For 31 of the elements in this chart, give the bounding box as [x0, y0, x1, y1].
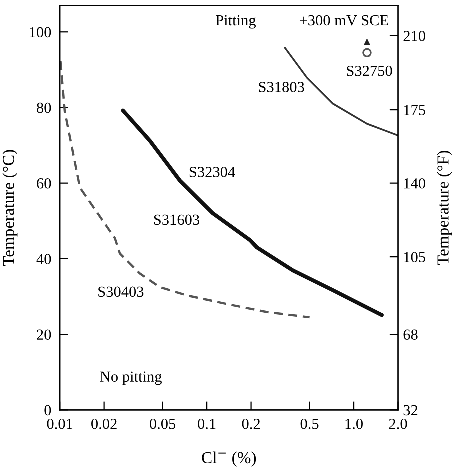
annotation: No pitting [100, 372, 162, 386]
y2-tick-label: 32 [404, 405, 418, 416]
y2-tick-label: 210 [404, 31, 426, 42]
y-tick-label: 40 [36, 254, 52, 264]
y2-tick-label: 175 [404, 105, 426, 116]
x-axis-title: Cl$^{−}$ (%) [202, 452, 256, 467]
y-tick-label: 20 [37, 330, 52, 340]
y-tick-label: 60 [37, 178, 52, 189]
y-tick-label: 100 [30, 27, 52, 38]
x-tick-label: 2.0 [389, 418, 408, 430]
x-tick-label: 0.2 [242, 418, 260, 430]
x-tick-label: 0.1 [198, 418, 216, 430]
y-tick-label: 80 [37, 102, 52, 114]
x-tick-label: 0.5 [300, 418, 319, 430]
annotation: Pitting [216, 15, 256, 29]
y2-tick-label: 105 [404, 252, 426, 263]
annotation: S31603 [154, 214, 200, 226]
annotation: S32304 [190, 167, 236, 178]
y2-tick-label: 68 [404, 330, 418, 340]
annotation: S30403 [98, 286, 144, 298]
x-tick-label: 1.0 [346, 418, 363, 430]
x-tick-label: 0.02 [92, 418, 117, 430]
annotation: S32750 [347, 66, 392, 76]
annotation: S31803 [259, 82, 304, 92]
y-axis-title: Temperature (°C) [2, 150, 18, 266]
annotation: +300 mV SCE [300, 15, 388, 26]
y2-axis-title: Temperature (°F) [437, 151, 452, 266]
x-tick-label: 0.01 [47, 418, 73, 430]
x-tick-label: 0.05 [150, 418, 176, 430]
y2-tick-label: 140 [404, 178, 426, 189]
y-tick-label: 0 [44, 405, 52, 416]
